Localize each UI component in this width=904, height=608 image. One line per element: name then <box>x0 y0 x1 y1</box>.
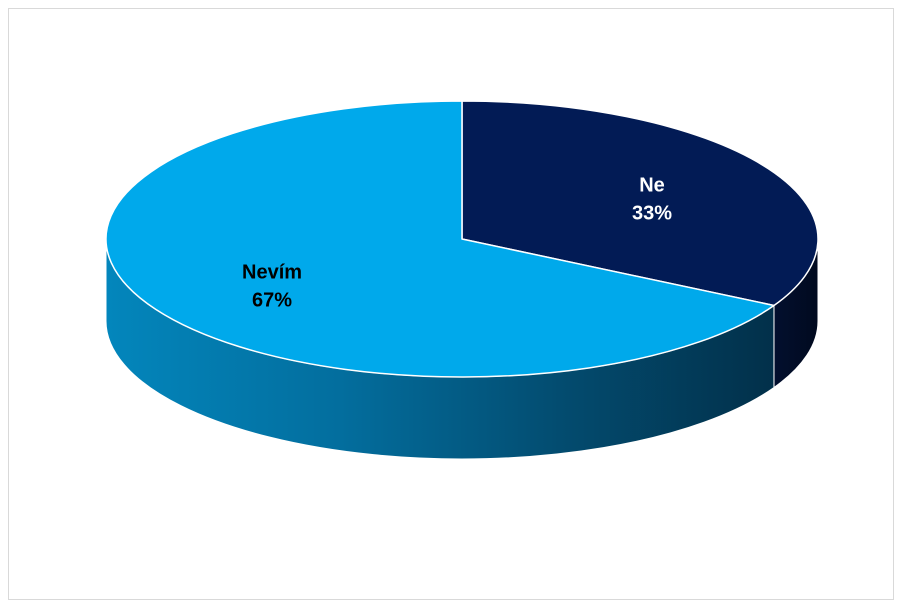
slice-ne <box>461 100 819 307</box>
slice-percent-nev-m: 67% <box>252 290 292 312</box>
slice-label-nev-m: Nevím <box>242 262 302 284</box>
chart-frame: Ne 33% Nevím 67% <box>8 8 894 600</box>
slice-percent-ne: 33% <box>632 202 672 224</box>
slice-nev-m <box>105 100 775 378</box>
pie-chart: Ne 33% Nevím 67% <box>105 100 819 460</box>
slice-label-ne: Ne <box>639 174 665 196</box>
